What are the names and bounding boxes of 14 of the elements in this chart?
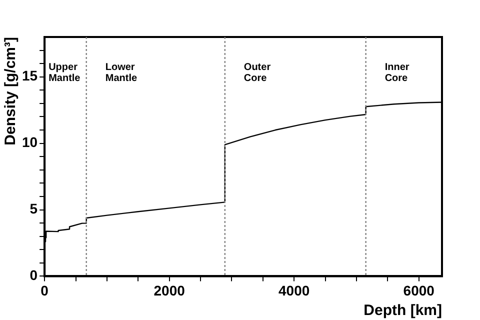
- annotation: Upper Mantle: [48, 62, 81, 84]
- x-axis-title: Depth [km]: [364, 302, 442, 320]
- annotation: Outer Core: [244, 62, 271, 84]
- annotation: Inner Core: [384, 62, 410, 84]
- y-axis-title: Density [g/cm³]: [2, 37, 20, 146]
- annotation: Lower Mantle: [105, 62, 138, 84]
- y-tick-label: 0: [30, 267, 38, 284]
- x-tick-label: 0: [40, 282, 49, 298]
- x-tick-label: 6000: [403, 282, 435, 298]
- x-tick-label: 4000: [278, 282, 310, 298]
- y-tick-label: 10: [22, 134, 38, 150]
- x-tick-label: 2000: [154, 282, 186, 298]
- y-tick-label: 5: [30, 200, 38, 217]
- y-tick-label: 15: [22, 68, 38, 84]
